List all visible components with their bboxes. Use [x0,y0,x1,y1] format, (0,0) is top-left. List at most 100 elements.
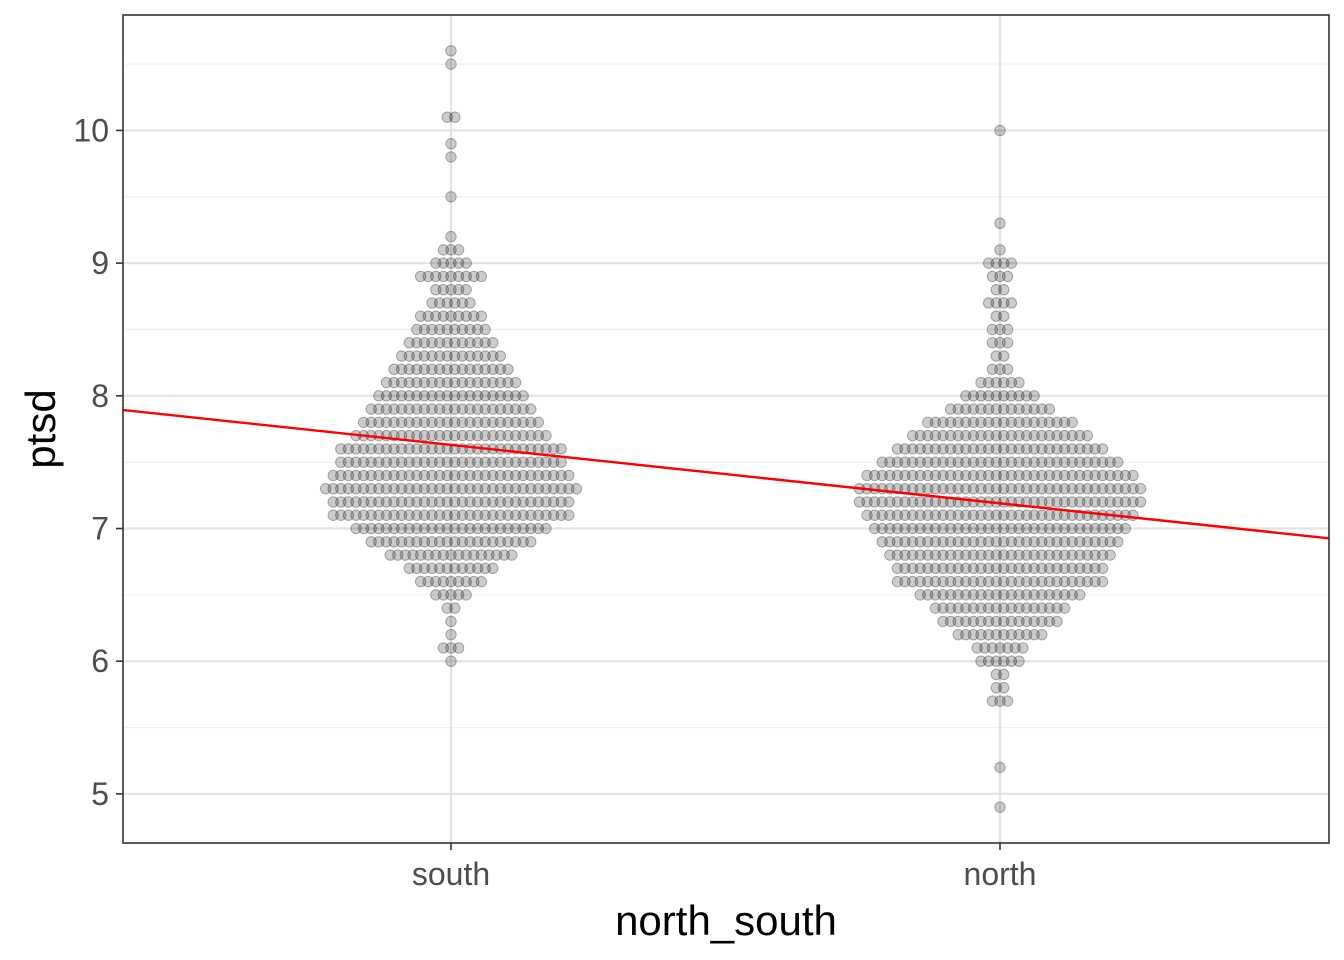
data-point-north [998,257,1010,269]
data-point-north [1096,469,1109,482]
data-point-south [418,469,431,482]
data-point-south [494,416,507,429]
data-point-north [906,522,919,535]
data-point-north [982,575,995,588]
data-point-north [960,615,972,628]
data-point-north [975,443,987,455]
data-point-south [464,390,476,402]
data-point-north [1020,469,1033,482]
gridlines [123,15,1329,843]
data-point-north [944,456,957,468]
data-point-south [380,456,393,468]
data-point-south [464,416,476,429]
data-point-north [937,536,949,548]
data-point-north [937,483,949,495]
data-point-south [494,522,507,535]
data-point-north [937,456,949,468]
data-point-north [990,628,1002,641]
data-point-south [433,416,446,429]
data-point-north [960,429,972,442]
data-point-south [525,522,537,535]
data-point-north [967,589,980,601]
data-point-north [1036,509,1048,521]
data-point-north [1043,429,1056,442]
data-point-south [441,536,453,548]
data-point-north [1028,615,1040,628]
data-point-north [990,257,1002,269]
data-point-south [456,323,469,336]
data-point-north [1013,562,1025,575]
data-point-north [944,429,957,442]
data-point-south [456,337,469,349]
data-point-north [906,456,919,468]
data-point-north [960,416,972,429]
data-point-south [475,310,488,322]
data-point-south [327,496,339,508]
data-point-north [1005,522,1018,535]
data-point-north [1005,429,1018,442]
data-point-north [975,429,987,442]
data-point-north [994,695,1006,707]
data-point-south [479,469,491,482]
data-point-north [952,628,964,641]
data-point-south [487,522,499,535]
data-point-south [456,522,469,535]
data-point-south [388,509,400,521]
data-point-north [967,483,980,495]
data-point-south [532,469,545,482]
data-point-south [433,403,446,415]
data-point-south [502,483,514,495]
data-point-south [449,297,461,309]
data-point-north [876,522,888,535]
data-point-south [418,496,431,508]
data-point-south [452,642,465,654]
data-point-south [525,456,537,468]
data-point-south [357,509,370,521]
data-point-north [1112,483,1124,495]
data-point-south [441,469,453,482]
data-point-south [357,496,370,508]
data-point-north [929,483,942,495]
data-point-south [532,483,545,495]
data-point-north [1020,615,1033,628]
data-point-north [990,283,1002,296]
data-point-south [449,562,461,575]
data-point-south [509,469,522,482]
data-point-south [433,536,446,548]
data-point-south [452,283,465,296]
data-point-north [1074,562,1086,575]
data-point-north [914,562,926,575]
data-point-south [433,469,446,482]
data-point-north [1013,655,1025,667]
y-tick-label: 5 [91,776,109,812]
data-point-south [426,562,438,575]
data-point-north [994,761,1006,774]
data-point-south [445,575,457,588]
data-point-south [464,363,476,375]
data-point-north [1043,496,1056,508]
data-point-north [899,509,911,521]
data-point-north [899,496,911,508]
data-point-north [922,443,934,455]
data-point-south [525,416,537,429]
data-point-south [430,310,442,322]
data-point-south [441,323,453,336]
data-point-north [990,403,1002,415]
data-point-south [422,575,434,588]
data-point-north [1005,509,1018,521]
data-point-north [986,270,999,283]
data-point-south [433,390,446,402]
data-point-north [998,403,1010,415]
data-point-north [1058,575,1071,588]
data-point-south [502,363,514,375]
data-point-north [982,522,995,535]
data-point-north [967,403,980,415]
data-point-south [411,443,423,455]
data-point-north [998,615,1010,628]
data-point-south [464,376,476,389]
data-point-north [929,589,942,601]
data-point-north [952,443,964,455]
data-point-north [990,376,1002,389]
data-point-north [975,509,987,521]
